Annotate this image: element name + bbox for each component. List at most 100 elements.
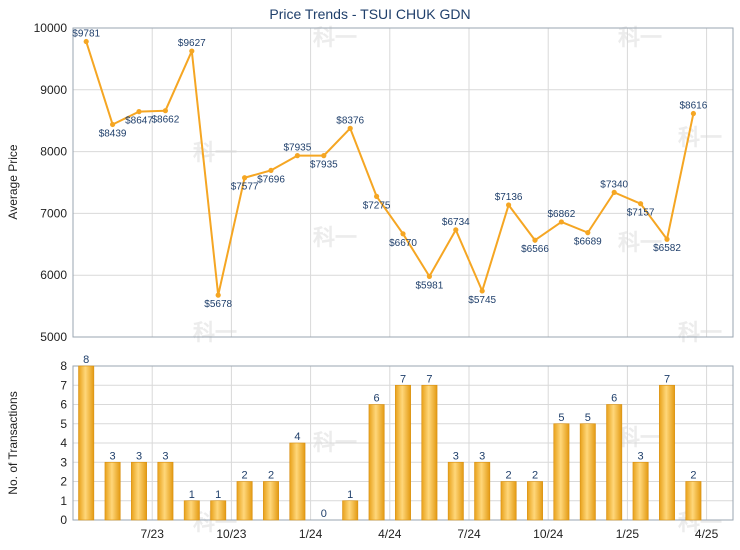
watermark-1: 科一	[618, 26, 662, 51]
bar-chart-y-tick-1: 1	[60, 494, 67, 508]
bar-1	[104, 461, 121, 521]
bar-value-label-3: 3	[162, 450, 168, 462]
price-data-label-22: $6582	[653, 243, 681, 254]
price-point-20	[611, 189, 617, 195]
bar-4	[183, 500, 200, 521]
bar-value-label-10: 1	[347, 489, 353, 501]
price-point-18	[558, 219, 565, 225]
price-point-13	[426, 273, 432, 279]
line-chart-y-tick-0: 5000	[40, 330, 67, 344]
price-point-3	[162, 108, 168, 114]
price-data-label-0: $9781	[72, 29, 100, 40]
bar-value-label-12: 7	[400, 373, 406, 385]
price-data-label-8: $7935	[283, 143, 311, 154]
watermark-0: 科一	[313, 26, 357, 51]
bar-8	[289, 442, 306, 521]
bar-value-label-9: 0	[321, 508, 327, 520]
price-point-1	[110, 121, 116, 128]
price-data-label-1: $8439	[99, 128, 127, 139]
price-data-label-9: $7935	[310, 160, 338, 171]
bar-17	[527, 481, 543, 521]
bar-2	[131, 461, 147, 521]
bar-14	[447, 461, 464, 521]
bar-chart-y-tick-6: 6	[60, 398, 67, 412]
bar-value-label-0: 8	[83, 354, 89, 366]
bar-value-label-17: 2	[532, 470, 538, 482]
watermark-5: 科一	[618, 231, 662, 256]
bar-23	[685, 481, 702, 521]
price-point-16	[506, 202, 512, 208]
price-point-19	[585, 230, 591, 236]
bar-value-label-16: 2	[506, 470, 512, 482]
x-tick-label-6: 1/25	[616, 527, 640, 541]
bar-22	[659, 384, 675, 521]
bar-20	[606, 404, 623, 521]
price-point-0	[83, 38, 89, 45]
bar-value-label-22: 7	[664, 373, 670, 385]
price-data-label-21: $7157	[627, 208, 655, 219]
bar-value-label-11: 6	[374, 393, 380, 405]
bar-5	[210, 500, 227, 521]
bar-chart-y-tick-5: 5	[60, 417, 67, 431]
bar-value-label-4: 1	[189, 489, 195, 501]
line-chart-y-axis-label: Average Price	[6, 144, 20, 219]
x-tick-label-0: 7/23	[141, 527, 165, 541]
bar-value-label-1: 3	[110, 450, 116, 462]
price-point-7	[268, 167, 274, 173]
price-point-23	[690, 110, 697, 117]
price-point-15	[479, 288, 485, 294]
bar-13	[421, 384, 438, 521]
price-data-label-5: $5678	[204, 299, 232, 310]
bar-value-label-20: 6	[611, 393, 617, 405]
bar-value-label-15: 3	[479, 450, 485, 462]
price-data-label-19: $6689	[574, 237, 602, 248]
line-chart-y-tick-5: 10000	[34, 21, 68, 35]
line-chart-y-tick-2: 7000	[40, 206, 67, 220]
bar-19	[579, 423, 596, 521]
price-point-9	[321, 153, 327, 159]
watermark-3: 科一	[678, 126, 722, 151]
watermark-6: 科一	[193, 321, 237, 346]
bar-chart-y-tick-3: 3	[60, 455, 67, 469]
bar-3	[157, 461, 174, 521]
watermark-2: 科一	[193, 141, 237, 166]
bar-21	[632, 461, 649, 521]
price-point-11	[374, 193, 380, 200]
bar-18	[553, 423, 570, 521]
price-data-label-6: $7577	[231, 182, 259, 193]
price-line	[85, 41, 695, 297]
bar-11	[368, 404, 385, 521]
price-point-6	[242, 175, 248, 181]
price-data-label-23: $8616	[679, 101, 707, 112]
bar-value-label-18: 5	[558, 412, 564, 424]
bar-chart-y-tick-0: 0	[60, 513, 67, 527]
bar-value-label-6: 2	[242, 470, 248, 482]
price-point-14	[453, 227, 459, 233]
bar-value-label-13: 7	[426, 373, 432, 385]
bar-chart-y-axis-label: No. of Transactions	[6, 391, 20, 494]
line-chart-y-tick-1: 6000	[40, 268, 67, 282]
price-point-21	[638, 201, 644, 207]
x-tick-label-4: 7/24	[457, 527, 481, 541]
bar-0	[78, 365, 95, 521]
price-point-5	[215, 292, 221, 298]
price-data-label-10: $8376	[336, 115, 364, 126]
price-point-10	[347, 125, 353, 131]
bar-15	[474, 461, 491, 521]
bar-value-label-5: 1	[215, 489, 221, 501]
x-tick-label-1: 10/23	[216, 527, 246, 541]
price-data-label-13: $5981	[415, 280, 443, 291]
bar-10	[342, 500, 359, 521]
bar-chart-y-tick-4: 4	[60, 436, 67, 450]
x-tick-label-5: 10/24	[533, 527, 563, 541]
price-data-label-14: $6734	[442, 217, 470, 228]
bar-value-label-21: 3	[638, 450, 644, 462]
bar-value-label-14: 3	[453, 450, 459, 462]
price-data-label-2: $8647	[125, 116, 153, 127]
price-point-2	[136, 109, 142, 115]
price-data-label-7: $7696	[257, 174, 285, 185]
price-data-label-12: $6670	[389, 238, 417, 249]
